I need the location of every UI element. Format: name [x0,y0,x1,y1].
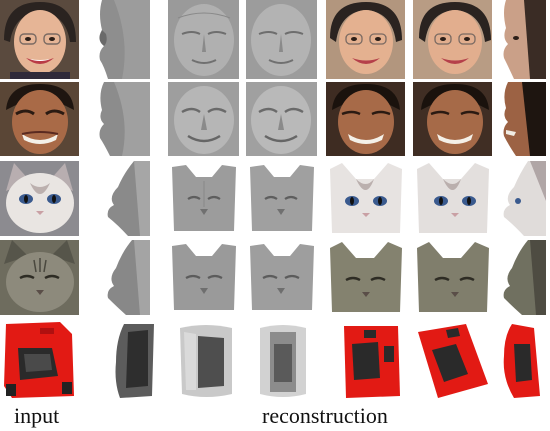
row3-input-photo [0,161,79,236]
row2-textured-side [500,82,550,156]
row1-textured-side [500,0,550,79]
row4-side-shape [104,240,154,315]
row5-textured-front-right [416,322,490,400]
figure-grid [0,0,550,400]
row5-textured-side [494,322,544,400]
row2-textured-front-right [413,82,492,156]
row3-textured-side [500,161,550,236]
row2-side-shape [94,82,154,156]
row3-front-shape-left [168,161,239,236]
row3-front-shape-right [246,161,317,236]
row2-input-photo [0,82,79,156]
row4-textured-front-right [413,240,492,315]
row1-front-shape-left [168,0,239,79]
row3-textured-front-left [326,161,405,236]
row5-front-shape-left [176,322,236,400]
row1-textured-front-right [413,0,492,79]
row5-side-shape [108,322,158,400]
row4-front-shape-right [246,240,317,315]
row3-textured-front-right [413,161,492,236]
row5-front-shape-right [256,322,310,400]
row1-side-shape [94,0,154,79]
row2-front-shape-right [246,82,317,156]
row1-front-shape-right [246,0,317,79]
row3-side-shape [104,161,154,236]
row4-input-photo [0,240,79,315]
input-caption: input [14,403,60,428]
row5-textured-front-left [340,322,402,400]
row2-textured-front-left [326,82,405,156]
row4-front-shape-left [168,240,239,315]
reconstruction-caption: reconstruction [262,403,388,428]
row5-input-photo [0,320,79,400]
row1-input-photo [0,0,79,79]
row1-textured-front-left [326,0,405,79]
row4-textured-front-left [326,240,405,315]
row2-front-shape-left [168,82,239,156]
row4-textured-side [500,240,550,315]
